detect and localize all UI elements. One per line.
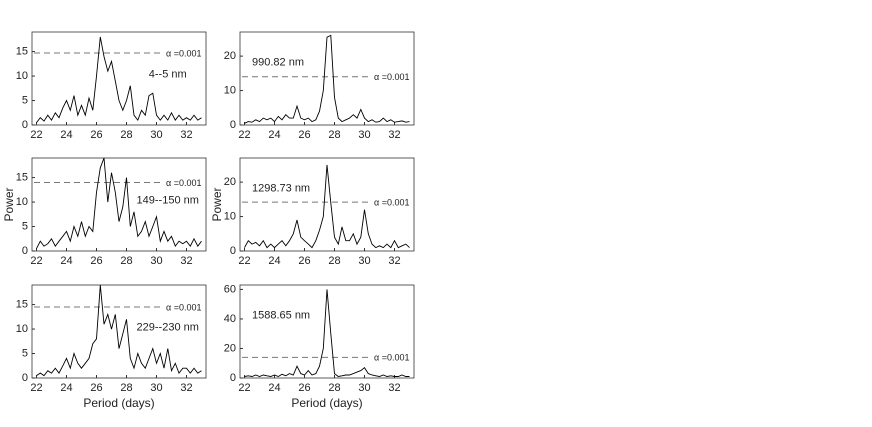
y-tick-label: 0 [22,372,28,384]
y-tick-label: 5 [22,94,28,106]
y-tick-label: 0 [230,372,236,384]
x-tick-label: 22 [238,255,250,267]
x-tick-label: 32 [180,129,192,141]
y-tick-label: 60 [224,283,236,295]
y-tick-label: 5 [22,220,28,232]
x-tick-label: 24 [60,382,72,394]
x-tick-label: 22 [238,129,250,141]
x-tick-label: 22 [30,382,42,394]
threshold-label: α =0.001 [374,72,409,82]
x-tick-label: 28 [120,255,132,267]
threshold-label: α =0.001 [166,178,201,188]
y-tick-label: 10 [224,210,236,222]
axes-box [239,157,415,252]
annotation: 4--5 nm [149,69,187,81]
x-tick-label: 26 [298,382,310,394]
annotation: 990.82 nm [252,57,304,69]
x-tick-label: 26 [90,382,102,394]
x-tick-label: 24 [60,255,72,267]
annotation: 1588.65 nm [252,310,310,322]
x-tick-label: 24 [268,382,280,394]
axes-box [239,284,415,379]
periodogram-line [36,284,202,377]
x-tick-label: 26 [90,255,102,267]
x-tick-label: 32 [180,255,192,267]
axes-box [31,284,207,379]
x-tick-label: 26 [90,129,102,141]
x-tick-label: 22 [30,255,42,267]
x-tick-label: 30 [358,382,370,394]
y-tick-label: 15 [16,45,28,57]
x-tick-label: 24 [268,255,280,267]
x-tick-label: 22 [238,382,250,394]
x-axis-label: Period (days) [83,396,154,410]
y-tick-label: 10 [16,323,28,335]
periodogram-line [244,164,410,249]
annotation: 1298.73 nm [252,183,310,195]
y-tick-label: 0 [22,119,28,131]
x-tick-label: 30 [150,382,162,394]
annotation: 149--150 nm [137,195,199,207]
y-axis-label: Power [210,187,224,221]
x-tick-label: 32 [180,382,192,394]
x-tick-label: 32 [388,255,400,267]
x-tick-label: 24 [60,129,72,141]
threshold-label: α =0.001 [166,302,201,312]
x-tick-label: 30 [358,129,370,141]
x-tick-label: 32 [388,129,400,141]
x-tick-label: 28 [120,129,132,141]
y-tick-label: 10 [224,84,236,96]
x-tick-label: 22 [30,129,42,141]
x-tick-label: 28 [328,255,340,267]
x-tick-label: 24 [268,129,280,141]
axes-box [239,31,415,126]
periodogram-line [244,289,410,377]
threshold-label: α =0.001 [374,197,409,207]
y-tick-label: 0 [22,245,28,257]
periodogram-line [36,157,202,249]
axes-box [31,31,207,126]
y-tick-label: 20 [224,50,236,62]
y-tick-label: 20 [224,342,236,354]
periodogram-line [36,36,202,123]
x-axis-label: Period (days) [291,396,362,410]
x-tick-label: 30 [358,255,370,267]
y-tick-label: 15 [16,171,28,183]
x-tick-label: 28 [328,382,340,394]
y-tick-label: 20 [224,176,236,188]
y-tick-label: 10 [16,196,28,208]
threshold-label: α =0.001 [166,48,201,58]
periodogram-line [244,34,410,124]
y-tick-label: 0 [230,119,236,131]
axes-box [31,157,207,252]
y-tick-label: 40 [224,313,236,325]
x-tick-label: 30 [150,129,162,141]
annotation: 229--230 nm [137,322,199,334]
y-tick-label: 0 [230,245,236,257]
x-tick-label: 28 [120,382,132,394]
x-tick-label: 32 [388,382,400,394]
x-tick-label: 28 [328,129,340,141]
x-tick-label: 26 [298,129,310,141]
x-tick-label: 26 [298,255,310,267]
y-tick-label: 5 [22,347,28,359]
x-tick-label: 30 [150,255,162,267]
y-tick-label: 10 [16,70,28,82]
y-tick-label: 15 [16,298,28,310]
threshold-label: α =0.001 [374,353,409,363]
y-axis-label: Power [2,187,16,221]
